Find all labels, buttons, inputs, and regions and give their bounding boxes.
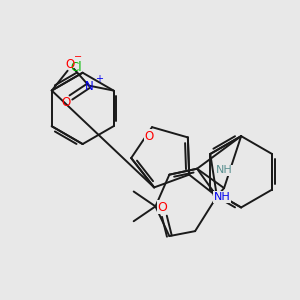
Text: O: O: [158, 201, 167, 214]
Text: O: O: [65, 58, 75, 71]
Text: −: −: [74, 52, 82, 62]
Text: NH: NH: [214, 192, 230, 202]
Text: N: N: [85, 80, 94, 93]
Text: O: O: [144, 130, 154, 142]
Text: +: +: [95, 74, 103, 84]
Text: Cl: Cl: [71, 61, 82, 74]
Text: NH: NH: [216, 165, 233, 175]
Text: O: O: [61, 96, 70, 109]
